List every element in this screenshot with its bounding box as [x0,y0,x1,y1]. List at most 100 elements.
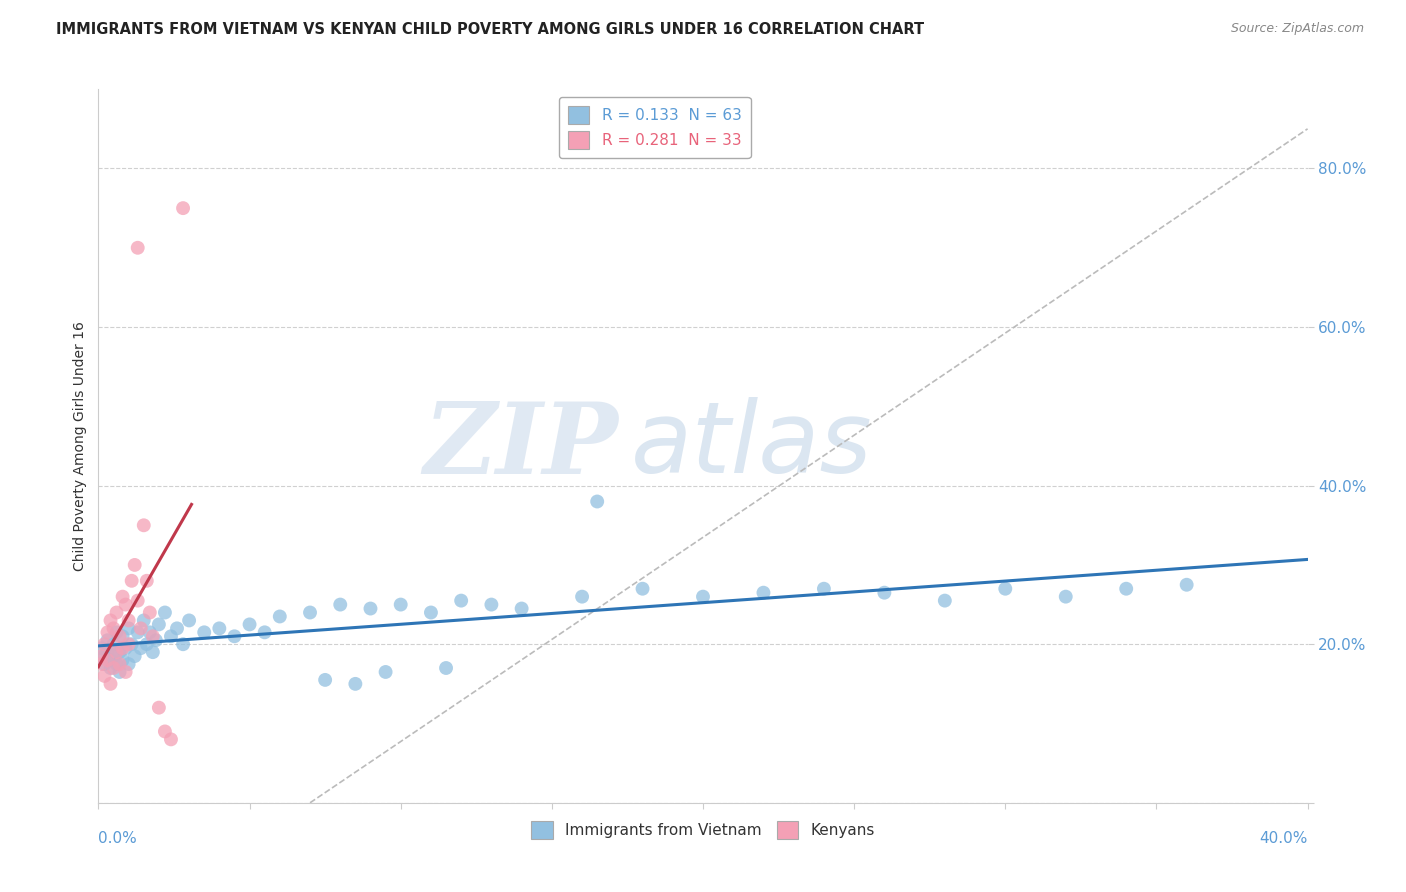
Point [994,582,1017,596]
Point [586,494,609,508]
Point [139,625,162,640]
Point [139,606,162,620]
Point [172,637,194,651]
Point [135,637,157,651]
Point [118,657,141,671]
Point [93,669,115,683]
Point [208,621,231,635]
Point [329,598,352,612]
Point [132,518,155,533]
Point [93,649,115,664]
Y-axis label: Child Poverty Among Girls Under 16: Child Poverty Among Girls Under 16 [73,321,87,571]
Point [96,653,118,667]
Point [124,558,146,572]
Point [93,657,115,671]
Point [360,601,382,615]
Point [114,665,136,679]
Point [172,201,194,215]
Point [344,677,367,691]
Point [127,241,149,255]
Text: atlas: atlas [630,398,872,494]
Point [100,661,122,675]
Point [166,621,188,635]
Point [111,590,134,604]
Point [752,585,775,599]
Point [103,661,125,675]
Point [118,637,141,651]
Point [127,593,149,607]
Point [100,653,122,667]
Point [105,657,128,671]
Point [1175,578,1198,592]
Text: 0.0%: 0.0% [98,831,138,847]
Point [1115,582,1137,596]
Point [103,637,125,651]
Point [148,617,170,632]
Point [118,621,141,635]
Point [132,614,155,628]
Point [96,645,118,659]
Point [105,625,128,640]
Point [142,645,165,659]
Point [434,661,457,675]
Legend: Immigrants from Vietnam, Kenyans: Immigrants from Vietnam, Kenyans [524,815,882,845]
Point [121,637,143,651]
Point [105,606,128,620]
Point [179,614,201,628]
Point [299,606,322,620]
Point [105,645,128,659]
Point [108,645,131,659]
Point [145,633,167,648]
Point [160,732,183,747]
Point [118,614,141,628]
Point [631,582,654,596]
Point [873,585,896,599]
Point [153,724,176,739]
Point [108,629,131,643]
Point [253,625,276,640]
Point [93,637,115,651]
Point [100,614,122,628]
Text: Source: ZipAtlas.com: Source: ZipAtlas.com [1230,22,1364,36]
Point [1054,590,1077,604]
Text: ZIP: ZIP [423,398,619,494]
Point [420,606,443,620]
Point [450,593,472,607]
Point [153,606,176,620]
Point [90,649,112,664]
Point [389,598,412,612]
Point [129,641,152,656]
Point [96,633,118,648]
Point [934,593,956,607]
Point [692,590,714,604]
Point [121,574,143,588]
Point [124,649,146,664]
Point [90,641,112,656]
Point [108,665,131,679]
Point [813,582,835,596]
Point [239,617,262,632]
Point [481,598,503,612]
Point [129,621,152,635]
Point [90,657,112,671]
Point [108,657,131,671]
Point [103,649,125,664]
Point [111,653,134,667]
Point [114,598,136,612]
Point [148,700,170,714]
Text: IMMIGRANTS FROM VIETNAM VS KENYAN CHILD POVERTY AMONG GIRLS UNDER 16 CORRELATION: IMMIGRANTS FROM VIETNAM VS KENYAN CHILD … [56,22,924,37]
Point [100,677,122,691]
Point [314,673,336,687]
Point [193,625,215,640]
Point [374,665,396,679]
Text: 40.0%: 40.0% [1260,831,1308,847]
Point [111,629,134,643]
Point [142,629,165,643]
Point [135,574,157,588]
Point [269,609,291,624]
Point [160,629,183,643]
Point [111,641,134,656]
Point [571,590,593,604]
Point [103,621,125,635]
Point [96,625,118,640]
